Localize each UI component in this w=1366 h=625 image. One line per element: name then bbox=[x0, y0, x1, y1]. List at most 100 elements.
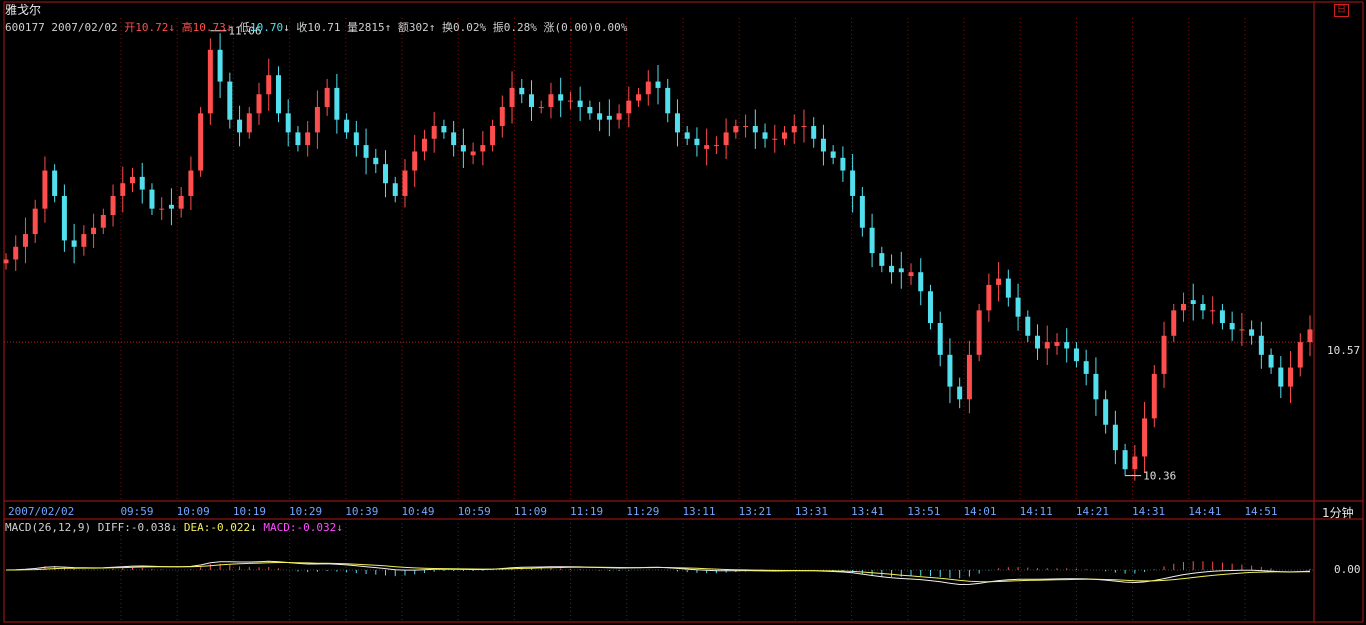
volume-arrow: ↑ bbox=[384, 21, 392, 34]
candle-body bbox=[713, 145, 719, 147]
candle-body bbox=[645, 81, 651, 95]
candle-body bbox=[927, 291, 933, 324]
high-label: 高 bbox=[181, 21, 193, 34]
time-tick-label: 10:39 bbox=[345, 505, 378, 518]
candle-body bbox=[1132, 456, 1138, 470]
candle-body bbox=[159, 208, 165, 210]
dea-value: -0.022 bbox=[210, 521, 251, 534]
candle-body bbox=[752, 126, 758, 133]
time-tick-label: 09:59 bbox=[120, 505, 153, 518]
candle-body bbox=[402, 170, 408, 196]
time-tick-label: 13:31 bbox=[795, 505, 828, 518]
candle-body bbox=[1054, 342, 1060, 346]
day-period-button[interactable]: 日 bbox=[1334, 4, 1349, 17]
candle-body bbox=[830, 151, 836, 158]
candle-body bbox=[344, 119, 350, 133]
candle-body bbox=[305, 132, 311, 146]
macd-arrow: ↓ bbox=[336, 521, 343, 534]
time-tick-label: 13:21 bbox=[739, 505, 772, 518]
candle-body bbox=[285, 113, 291, 133]
candle-body bbox=[694, 138, 700, 146]
low-marker-label: 10.36 bbox=[1143, 470, 1176, 483]
candle-body bbox=[91, 227, 97, 235]
candle-body bbox=[451, 132, 457, 146]
candle-body bbox=[626, 100, 632, 114]
candle-body bbox=[266, 75, 272, 95]
candle-body bbox=[383, 164, 389, 184]
candle-body bbox=[791, 126, 797, 133]
candle-body bbox=[558, 94, 564, 101]
quote-bar: 600177 2007/02/02 开10.72↓ 高10.73↓ 低10.70… bbox=[5, 21, 627, 34]
dea-line bbox=[6, 562, 1311, 583]
change-value: (0.00)0.00% bbox=[554, 21, 628, 34]
candle-body bbox=[1278, 367, 1284, 387]
candle-body bbox=[490, 126, 496, 146]
macd-zero-label: 0.00 bbox=[1334, 563, 1361, 576]
low-label: 低 bbox=[238, 21, 250, 34]
candle-body bbox=[966, 354, 972, 400]
candle-body bbox=[22, 234, 28, 247]
candle-body bbox=[178, 195, 184, 209]
candle-body bbox=[1190, 300, 1196, 304]
candle-body bbox=[188, 170, 194, 196]
amount-label: 额 bbox=[397, 21, 409, 34]
candle-body bbox=[879, 253, 885, 266]
candle-body bbox=[1307, 329, 1313, 343]
candle-body bbox=[13, 246, 19, 260]
candle-body bbox=[937, 323, 943, 355]
candle-body bbox=[1219, 310, 1225, 324]
candle-body bbox=[480, 145, 486, 152]
candle-body bbox=[743, 126, 749, 128]
candle-body bbox=[431, 126, 437, 139]
candle-body bbox=[353, 132, 359, 146]
time-tick-label: 13:41 bbox=[851, 505, 884, 518]
amount-value: 302 bbox=[408, 21, 429, 34]
volume-label: 量 bbox=[347, 21, 359, 34]
open-label: 开 bbox=[124, 21, 136, 34]
candle-body bbox=[1142, 418, 1148, 457]
change-label: 涨 bbox=[543, 21, 555, 34]
candle-body bbox=[859, 195, 865, 228]
diff-label: DIFF: bbox=[97, 521, 131, 534]
candle-body bbox=[636, 94, 642, 101]
candle-body bbox=[597, 113, 603, 120]
candle-body bbox=[1064, 342, 1070, 349]
candle-body bbox=[1112, 424, 1118, 451]
close-label: 收 bbox=[296, 21, 308, 34]
candle-body bbox=[441, 126, 447, 133]
candle-body bbox=[227, 81, 233, 120]
high-value: 10.73 bbox=[192, 21, 226, 34]
candle-body bbox=[587, 106, 593, 114]
candle-body bbox=[1297, 342, 1303, 368]
time-tick-label: 14:31 bbox=[1132, 505, 1165, 518]
candle-body bbox=[655, 81, 661, 88]
time-tick-label: 13:11 bbox=[682, 505, 715, 518]
dea-label: DEA: bbox=[183, 521, 211, 534]
candle-body bbox=[1035, 335, 1041, 349]
candle-body bbox=[1073, 348, 1079, 362]
candle-body bbox=[528, 94, 534, 107]
candle-body bbox=[1103, 399, 1109, 425]
open-value: 10.72 bbox=[135, 21, 169, 34]
diff-line bbox=[5, 560, 1311, 586]
candle-body bbox=[996, 278, 1002, 285]
diff-arrow: ↓ bbox=[170, 521, 178, 534]
candle-body bbox=[217, 49, 223, 82]
candle-body bbox=[61, 195, 67, 241]
date-tick-label: 2007/02/02 bbox=[8, 505, 74, 518]
time-tick-label: 10:49 bbox=[401, 505, 434, 518]
candle-body bbox=[772, 138, 778, 140]
time-tick-label: 11:09 bbox=[514, 505, 547, 518]
quote-date: 2007/02/02 bbox=[51, 21, 118, 34]
candle-body bbox=[674, 113, 680, 133]
candle-body bbox=[947, 354, 953, 387]
candle-body bbox=[567, 100, 573, 102]
time-tick-label: 14:11 bbox=[1020, 505, 1053, 518]
candle-body bbox=[577, 100, 583, 107]
candle-body bbox=[256, 94, 262, 114]
time-tick-label: 11:29 bbox=[626, 505, 659, 518]
candle-body bbox=[275, 75, 281, 114]
timeframe-button[interactable]: 1分钟 bbox=[1322, 506, 1354, 520]
